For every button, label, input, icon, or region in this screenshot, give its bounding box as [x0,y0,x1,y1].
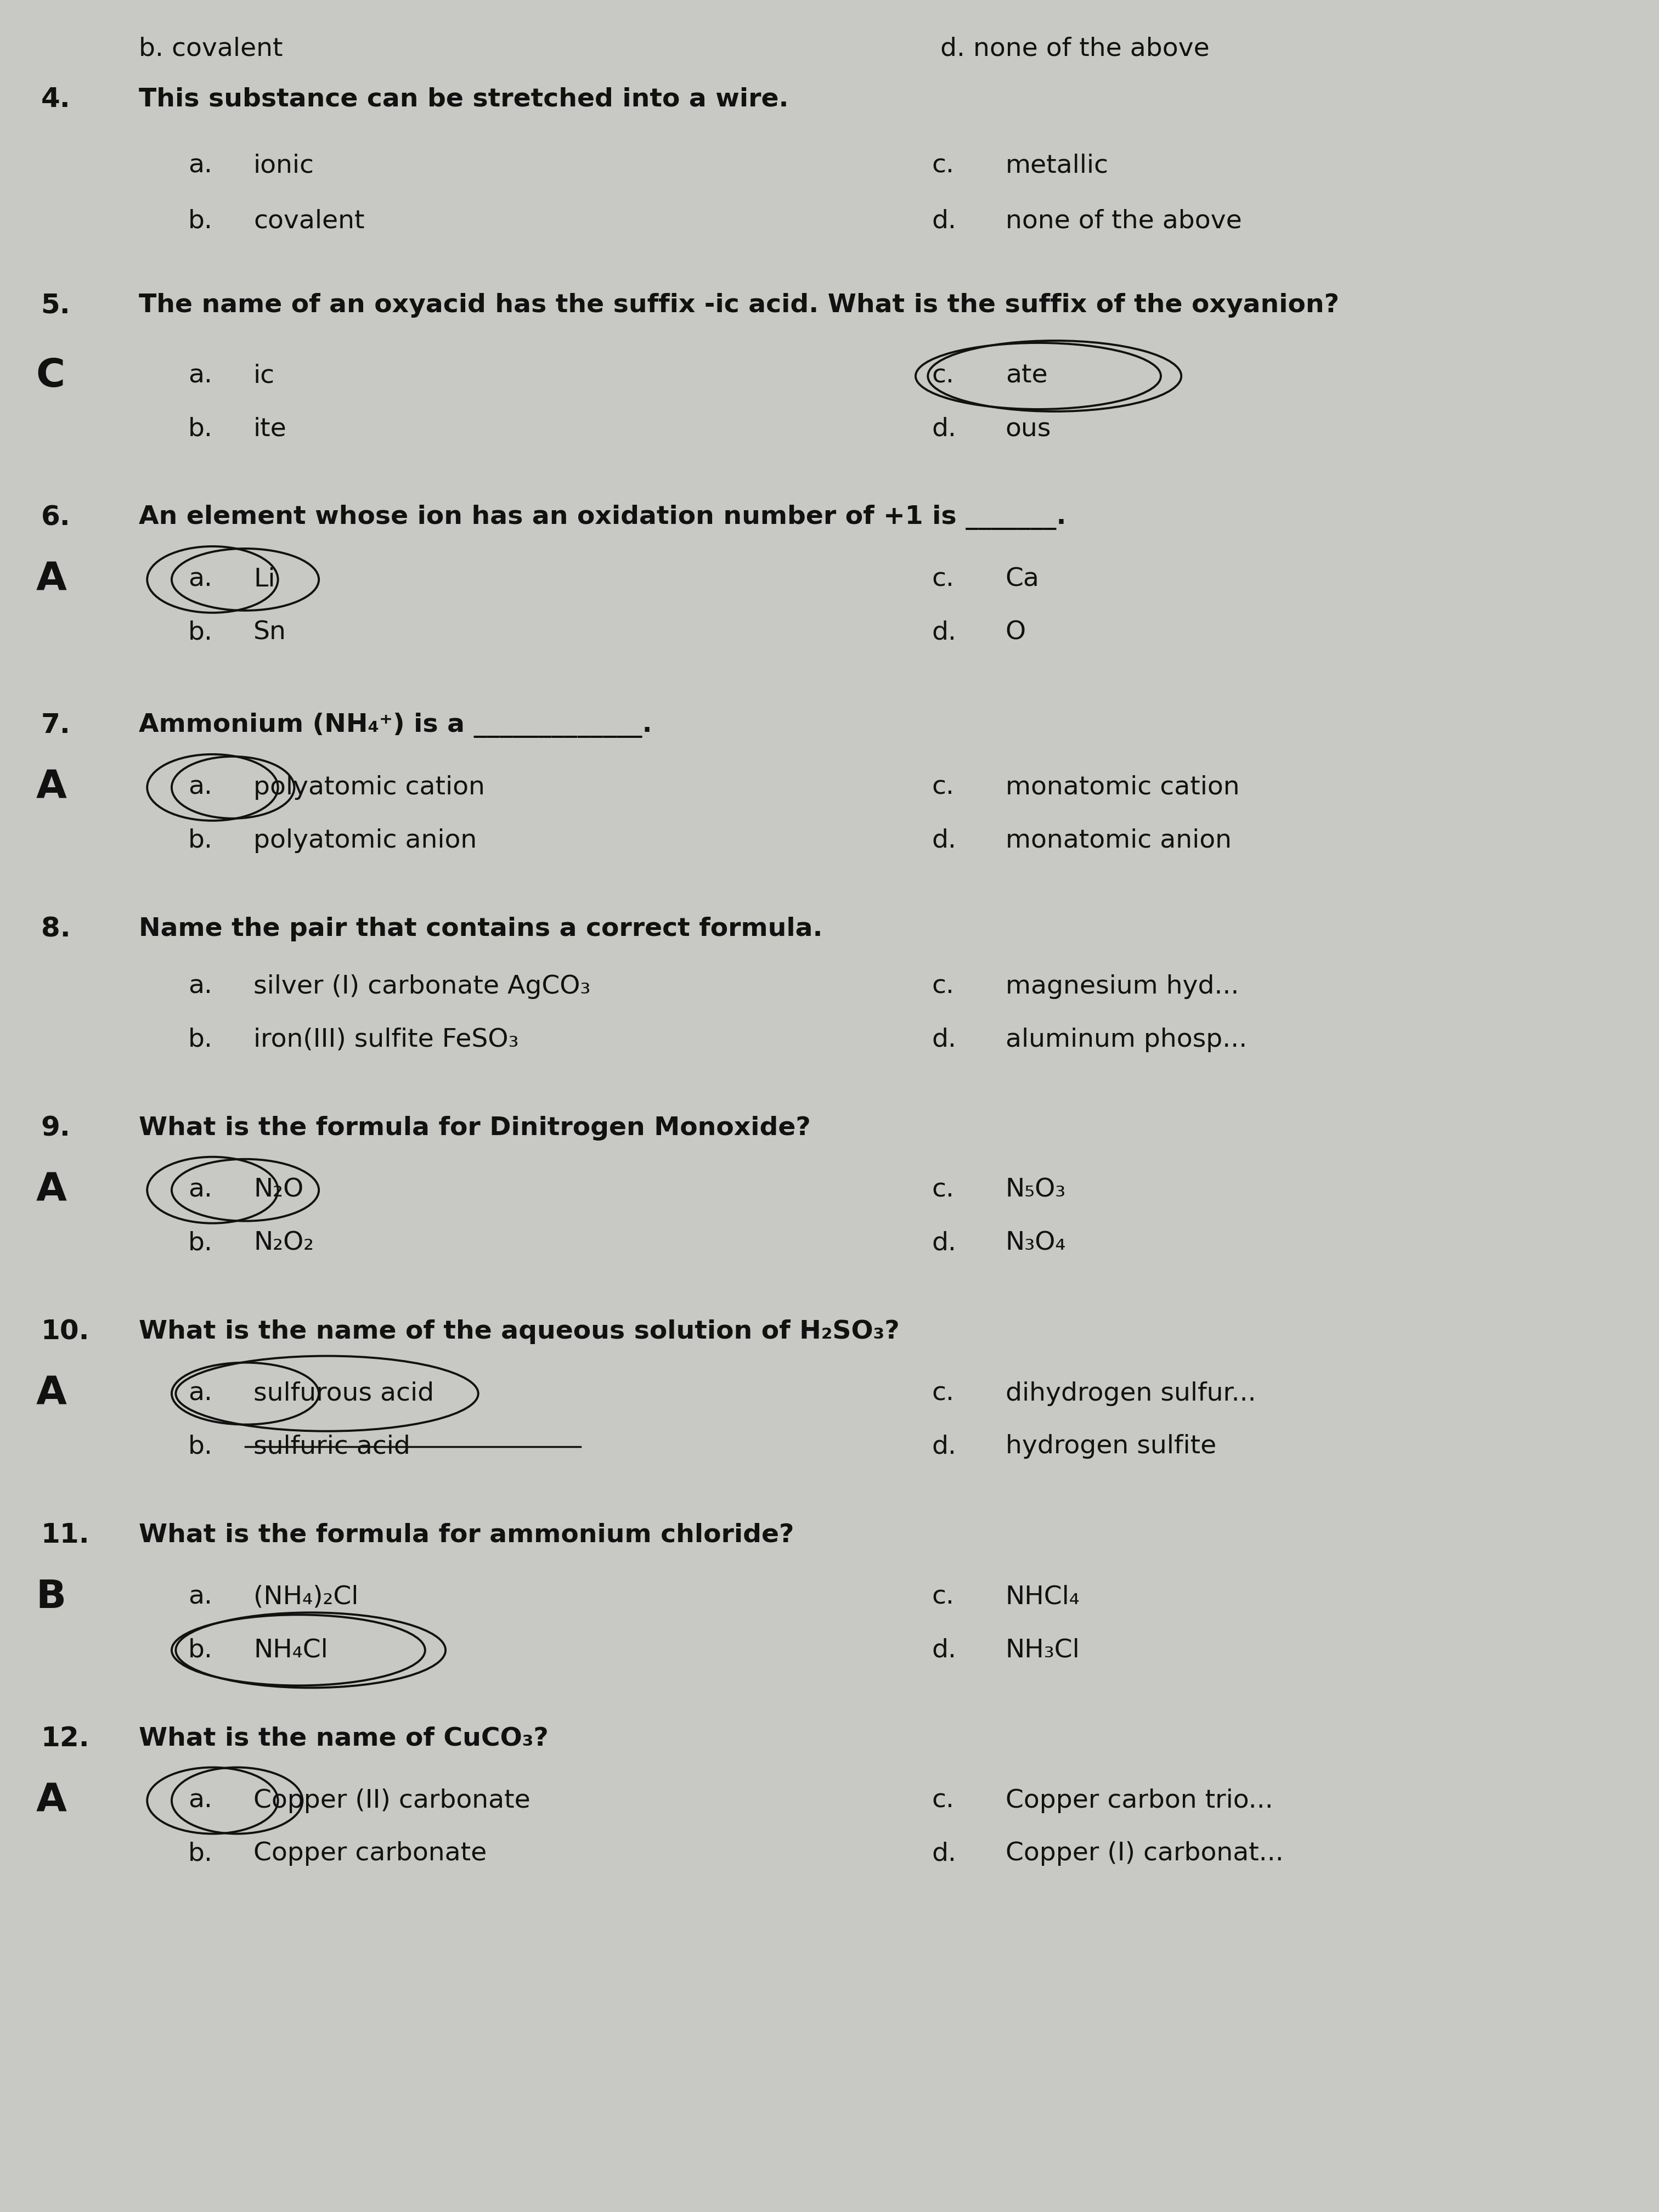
Text: d.: d. [932,1637,957,1663]
Text: c.: c. [932,566,954,593]
Text: b.: b. [187,827,212,854]
Text: c.: c. [932,1380,954,1407]
Text: c.: c. [932,363,954,389]
Text: c.: c. [932,1177,954,1203]
Text: monatomic cation: monatomic cation [1005,774,1239,801]
Text: d.: d. [932,208,957,234]
Text: O: O [1005,619,1025,646]
Text: What is the name of the aqueous solution of H₂SO₃?: What is the name of the aqueous solution… [139,1318,899,1345]
Text: NH₃Cl: NH₃Cl [1005,1637,1080,1663]
Text: A: A [36,1781,66,1820]
Text: 8.: 8. [41,916,70,942]
Text: Copper (II) carbonate: Copper (II) carbonate [254,1787,531,1814]
Text: d.: d. [932,827,957,854]
Text: N₂O₂: N₂O₂ [254,1230,314,1256]
Text: b. covalent: b. covalent [139,35,284,62]
Text: d.: d. [932,1026,957,1053]
Text: Name the pair that contains a correct formula.: Name the pair that contains a correct fo… [139,916,823,942]
Text: b.: b. [187,1433,212,1460]
Text: 7.: 7. [41,712,70,739]
Text: none of the above: none of the above [1005,208,1243,234]
Text: Li: Li [254,566,275,593]
Text: sulfuric acid: sulfuric acid [254,1433,410,1460]
Text: silver (I) carbonate AgCO₃: silver (I) carbonate AgCO₃ [254,973,591,1000]
Text: a.: a. [187,1177,212,1203]
Text: Ammonium (NH₄⁺) is a _____________.: Ammonium (NH₄⁺) is a _____________. [139,712,652,739]
Text: 10.: 10. [41,1318,90,1345]
Text: a.: a. [187,1584,212,1610]
Text: iron(III) sulfite FeSO₃: iron(III) sulfite FeSO₃ [254,1026,519,1053]
Text: a.: a. [187,566,212,593]
Text: ous: ous [1005,416,1052,442]
Text: d.: d. [932,619,957,646]
Text: d.: d. [932,416,957,442]
Text: polyatomic cation: polyatomic cation [254,774,484,801]
Text: c.: c. [932,973,954,1000]
Text: Copper carbon trio...: Copper carbon trio... [1005,1787,1272,1814]
Text: ate: ate [1005,363,1047,389]
Text: b.: b. [187,1840,212,1867]
Text: C: C [36,356,65,396]
Text: c.: c. [932,1584,954,1610]
Text: c.: c. [932,153,954,179]
Text: NH₄Cl: NH₄Cl [254,1637,328,1663]
Text: 6.: 6. [41,504,70,531]
Text: A: A [36,768,66,807]
Text: What is the name of CuCO₃?: What is the name of CuCO₃? [139,1725,549,1752]
Text: ic: ic [254,363,275,389]
Text: 11.: 11. [41,1522,90,1548]
Text: c.: c. [932,1787,954,1814]
Text: b.: b. [187,416,212,442]
Text: NHCl₄: NHCl₄ [1005,1584,1080,1610]
Text: Copper (I) carbonat...: Copper (I) carbonat... [1005,1840,1284,1867]
Text: 5.: 5. [41,292,70,319]
Text: The name of an oxyacid has the suffix -ic acid. What is the suffix of the oxyani: The name of an oxyacid has the suffix -i… [139,292,1339,319]
Text: hydrogen sulfite: hydrogen sulfite [1005,1433,1216,1460]
Text: Sn: Sn [254,619,287,646]
Text: (NH₄)₂Cl: (NH₄)₂Cl [254,1584,358,1610]
Text: dihydrogen sulfur...: dihydrogen sulfur... [1005,1380,1256,1407]
Text: An element whose ion has an oxidation number of +1 is _______.: An element whose ion has an oxidation nu… [139,504,1067,531]
Text: d.: d. [932,1230,957,1256]
Text: a.: a. [187,1787,212,1814]
Text: d. none of the above: d. none of the above [941,35,1209,62]
Text: N₂O: N₂O [254,1177,304,1203]
Text: A: A [36,560,66,599]
Text: polyatomic anion: polyatomic anion [254,827,476,854]
Text: a.: a. [187,1380,212,1407]
Text: a.: a. [187,774,212,801]
Text: Ca: Ca [1005,566,1040,593]
Text: covalent: covalent [254,208,365,234]
Text: b.: b. [187,208,212,234]
Text: d.: d. [932,1433,957,1460]
Text: metallic: metallic [1005,153,1108,179]
Text: What is the formula for ammonium chloride?: What is the formula for ammonium chlorid… [139,1522,795,1548]
Text: N₃O₄: N₃O₄ [1005,1230,1067,1256]
Text: ite: ite [254,416,287,442]
Text: b.: b. [187,619,212,646]
Text: d.: d. [932,1840,957,1867]
Text: 12.: 12. [41,1725,90,1752]
Text: This substance can be stretched into a wire.: This substance can be stretched into a w… [139,86,788,113]
Text: What is the formula for Dinitrogen Monoxide?: What is the formula for Dinitrogen Monox… [139,1115,811,1141]
Text: b.: b. [187,1230,212,1256]
Text: a.: a. [187,363,212,389]
Text: c.: c. [932,774,954,801]
Text: monatomic anion: monatomic anion [1005,827,1231,854]
Text: sulfurous acid: sulfurous acid [254,1380,435,1407]
Text: b.: b. [187,1026,212,1053]
Text: Copper carbonate: Copper carbonate [254,1840,486,1867]
Text: magnesium hyd...: magnesium hyd... [1005,973,1239,1000]
Text: a.: a. [187,973,212,1000]
Text: B: B [36,1577,66,1617]
Text: A: A [36,1170,66,1210]
Text: aluminum phosp...: aluminum phosp... [1005,1026,1248,1053]
Text: 9.: 9. [41,1115,70,1141]
Text: N₅O₃: N₅O₃ [1005,1177,1067,1203]
Text: b.: b. [187,1637,212,1663]
Text: ionic: ionic [254,153,314,179]
Text: A: A [36,1374,66,1413]
Text: 4.: 4. [41,86,70,113]
Text: a.: a. [187,153,212,179]
